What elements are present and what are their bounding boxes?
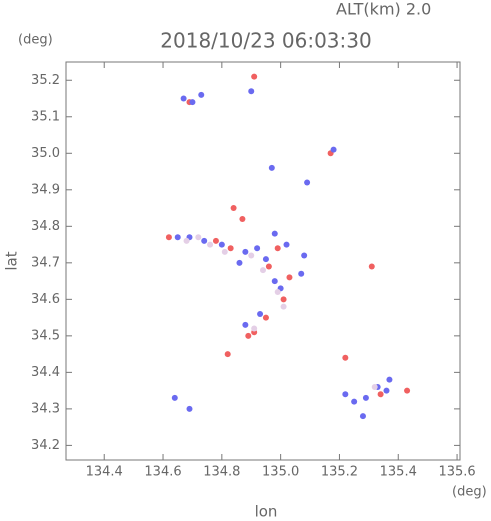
echo-point — [262, 314, 269, 321]
x-tick-label: 135.4 — [380, 465, 417, 480]
x-unit: (deg) — [452, 485, 487, 500]
x-tick-label: 135.6 — [438, 465, 475, 480]
echo-point — [198, 91, 205, 98]
echo-point — [224, 351, 231, 358]
y-tick-label: 34.6 — [31, 292, 60, 307]
echo-point — [251, 325, 258, 332]
echo-point — [254, 245, 261, 252]
echo-point — [351, 398, 358, 405]
echo-point — [257, 310, 264, 317]
x-tick-label: 135.0 — [262, 465, 299, 480]
echo-point — [274, 245, 281, 252]
echo-point — [386, 376, 393, 383]
echo-point — [236, 259, 243, 266]
echo-point — [248, 252, 255, 259]
echo-point — [189, 99, 196, 106]
echo-point — [280, 296, 287, 303]
echo-point — [174, 234, 181, 241]
y-tick-label: 34.2 — [31, 438, 60, 453]
x-tick-label: 134.4 — [86, 465, 123, 480]
echo-point — [265, 263, 272, 270]
echo-point — [260, 267, 266, 274]
echo-point — [239, 216, 246, 223]
echo-point — [221, 248, 228, 255]
echo-point — [280, 303, 287, 310]
chart-title: 2018/10/23 06:03:30 — [160, 29, 371, 53]
echo-point — [242, 321, 249, 328]
echo-point — [171, 394, 178, 401]
y-tick-label: 35.2 — [31, 73, 60, 88]
echo-point — [180, 95, 187, 102]
echo-point — [218, 241, 225, 248]
echo-point — [304, 179, 311, 186]
y-tick-label: 34.8 — [31, 219, 60, 234]
echo-point — [195, 234, 202, 241]
x-tick-label: 135.2 — [321, 465, 358, 480]
y-tick-label: 34.4 — [31, 365, 60, 380]
echo-point — [362, 394, 369, 401]
echo-point — [262, 256, 269, 263]
y-axis-label: lat — [3, 251, 21, 270]
echo-point — [186, 405, 193, 412]
echo-point — [251, 73, 258, 80]
echo-point — [377, 391, 384, 398]
plot-frame — [65, 61, 461, 461]
echo-point — [283, 241, 290, 248]
echo-point — [342, 354, 349, 361]
echo-point — [183, 237, 190, 244]
y-unit: (deg) — [18, 33, 53, 48]
echo-point — [342, 391, 349, 398]
y-tick-label: 34.3 — [31, 401, 60, 416]
echo-point — [383, 387, 390, 394]
echo-point — [227, 245, 234, 252]
x-axis-label: lon — [255, 503, 278, 521]
y-tick-label: 34.9 — [31, 182, 60, 197]
y-tick-label: 35.0 — [31, 146, 60, 161]
echo-point — [201, 237, 208, 244]
echo-point — [298, 270, 305, 277]
echo-point — [245, 332, 252, 339]
x-tick-label: 134.8 — [203, 465, 240, 480]
echo-point — [230, 205, 237, 212]
echo-point — [330, 146, 337, 153]
x-tick-label: 134.6 — [144, 465, 181, 480]
y-tick-label: 34.7 — [31, 255, 60, 270]
echo-point — [301, 252, 308, 259]
echo-point — [242, 248, 249, 255]
echo-point — [359, 413, 366, 420]
echo-point — [165, 234, 172, 241]
chart-subtitle: ALT(km) 2.0 — [336, 0, 431, 19]
echo-point — [286, 274, 293, 281]
echo-point — [371, 383, 378, 390]
echo-point — [404, 387, 411, 394]
echo-point — [212, 237, 219, 244]
echo-point — [207, 241, 214, 248]
echo-point — [271, 230, 278, 237]
y-tick-label: 35.1 — [31, 109, 60, 124]
echo-point — [368, 263, 375, 270]
echo-point — [271, 278, 278, 285]
echo-point — [248, 88, 255, 95]
echo-point — [268, 164, 275, 171]
y-tick-label: 34.5 — [31, 328, 60, 343]
echo-point — [274, 289, 281, 296]
